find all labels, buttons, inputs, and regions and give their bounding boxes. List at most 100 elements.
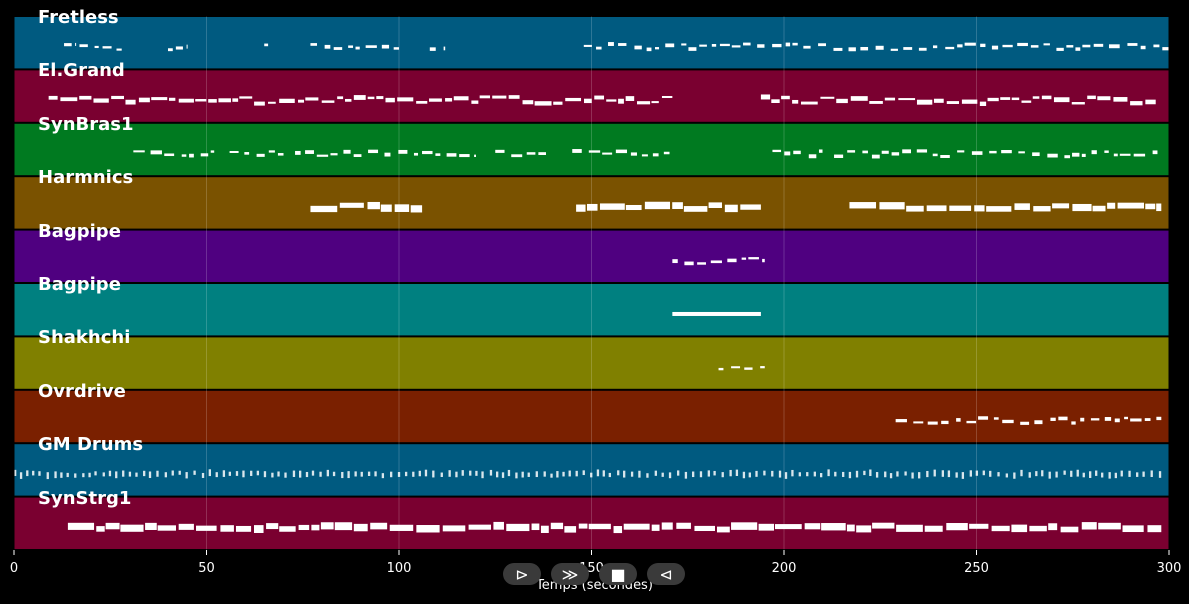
- note: [711, 43, 717, 47]
- note: [718, 367, 724, 371]
- note: [913, 421, 924, 424]
- fast-forward-button[interactable]: ≫: [551, 563, 589, 585]
- note: [341, 471, 344, 479]
- note: [1136, 472, 1139, 477]
- track-lane: [14, 337, 1169, 389]
- note: [1056, 47, 1064, 51]
- note: [1152, 150, 1158, 155]
- x-tick-label: 50: [198, 561, 215, 576]
- note: [550, 473, 553, 478]
- note: [684, 261, 694, 266]
- note: [193, 470, 196, 475]
- note: [760, 366, 765, 369]
- note: [195, 99, 207, 102]
- note: [793, 150, 801, 155]
- note: [755, 470, 758, 477]
- note: [713, 470, 716, 476]
- note: [75, 42, 77, 46]
- note: [389, 524, 414, 531]
- note: [468, 524, 491, 530]
- note: [820, 473, 823, 478]
- note: [1098, 522, 1121, 530]
- note: [143, 470, 146, 477]
- note: [79, 95, 92, 100]
- note: [416, 100, 428, 104]
- note: [222, 470, 226, 477]
- note: [926, 205, 947, 212]
- note: [926, 470, 929, 478]
- note: [1058, 416, 1068, 421]
- note: [277, 153, 284, 156]
- note: [1108, 44, 1120, 49]
- track-lane: [14, 390, 1169, 443]
- note: [1050, 417, 1056, 421]
- stop-button[interactable]: ■: [599, 563, 637, 585]
- note: [320, 522, 334, 530]
- note: [125, 99, 136, 105]
- note: [453, 96, 469, 101]
- note: [1130, 418, 1142, 422]
- rewind-button[interactable]: ⊲: [647, 563, 685, 585]
- note: [360, 471, 363, 477]
- note: [584, 98, 592, 104]
- note: [1108, 472, 1111, 479]
- note: [60, 97, 78, 102]
- note: [895, 419, 907, 423]
- note: [806, 472, 809, 477]
- note: [492, 95, 507, 99]
- note: [758, 523, 775, 531]
- note: [1140, 45, 1146, 50]
- note: [654, 470, 657, 476]
- note: [987, 97, 999, 102]
- note: [196, 525, 217, 531]
- note: [442, 525, 466, 532]
- note: [429, 47, 436, 51]
- note: [924, 525, 943, 532]
- note: [93, 98, 109, 103]
- note: [1081, 153, 1086, 157]
- note: [863, 470, 866, 476]
- note: [64, 43, 72, 47]
- note: [250, 470, 253, 476]
- note: [239, 96, 253, 99]
- note: [933, 469, 936, 477]
- note: [1029, 525, 1047, 532]
- note: [833, 47, 843, 51]
- note: [672, 259, 678, 264]
- note: [168, 97, 176, 101]
- note: [332, 471, 336, 477]
- note: [48, 95, 58, 100]
- note: [846, 524, 855, 532]
- note: [641, 154, 648, 157]
- note: [941, 470, 944, 477]
- note: [872, 522, 895, 529]
- note: [879, 202, 905, 210]
- note: [1124, 416, 1129, 420]
- note: [848, 47, 856, 52]
- track-lane: [14, 177, 1169, 229]
- note: [781, 95, 790, 100]
- note: [932, 45, 938, 49]
- note: [381, 44, 390, 49]
- note: [562, 471, 565, 477]
- note: [244, 152, 250, 155]
- note: [390, 471, 393, 478]
- note: [26, 470, 29, 477]
- note: [201, 472, 205, 478]
- note: [443, 46, 446, 51]
- note: [594, 95, 605, 100]
- note: [1043, 43, 1050, 46]
- note: [299, 470, 302, 478]
- note: [94, 45, 99, 49]
- note: [608, 472, 611, 478]
- note: [264, 43, 269, 47]
- x-tick-label: 250: [964, 561, 989, 576]
- note: [279, 98, 295, 103]
- play-button[interactable]: ⊳: [503, 563, 541, 585]
- note: [527, 472, 530, 477]
- note: [1133, 153, 1146, 157]
- note: [971, 151, 983, 155]
- note: [1130, 101, 1143, 106]
- note: [590, 472, 593, 478]
- note: [688, 47, 697, 51]
